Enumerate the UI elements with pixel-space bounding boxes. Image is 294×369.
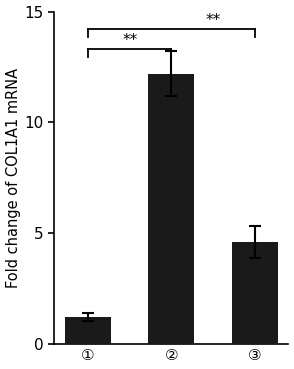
Text: **: ** <box>122 33 137 48</box>
Bar <box>232 242 278 344</box>
Text: **: ** <box>206 13 221 28</box>
Bar <box>148 73 194 344</box>
Y-axis label: Fold change of COL1A1 mRNA: Fold change of COL1A1 mRNA <box>6 68 21 287</box>
Bar <box>65 317 111 344</box>
